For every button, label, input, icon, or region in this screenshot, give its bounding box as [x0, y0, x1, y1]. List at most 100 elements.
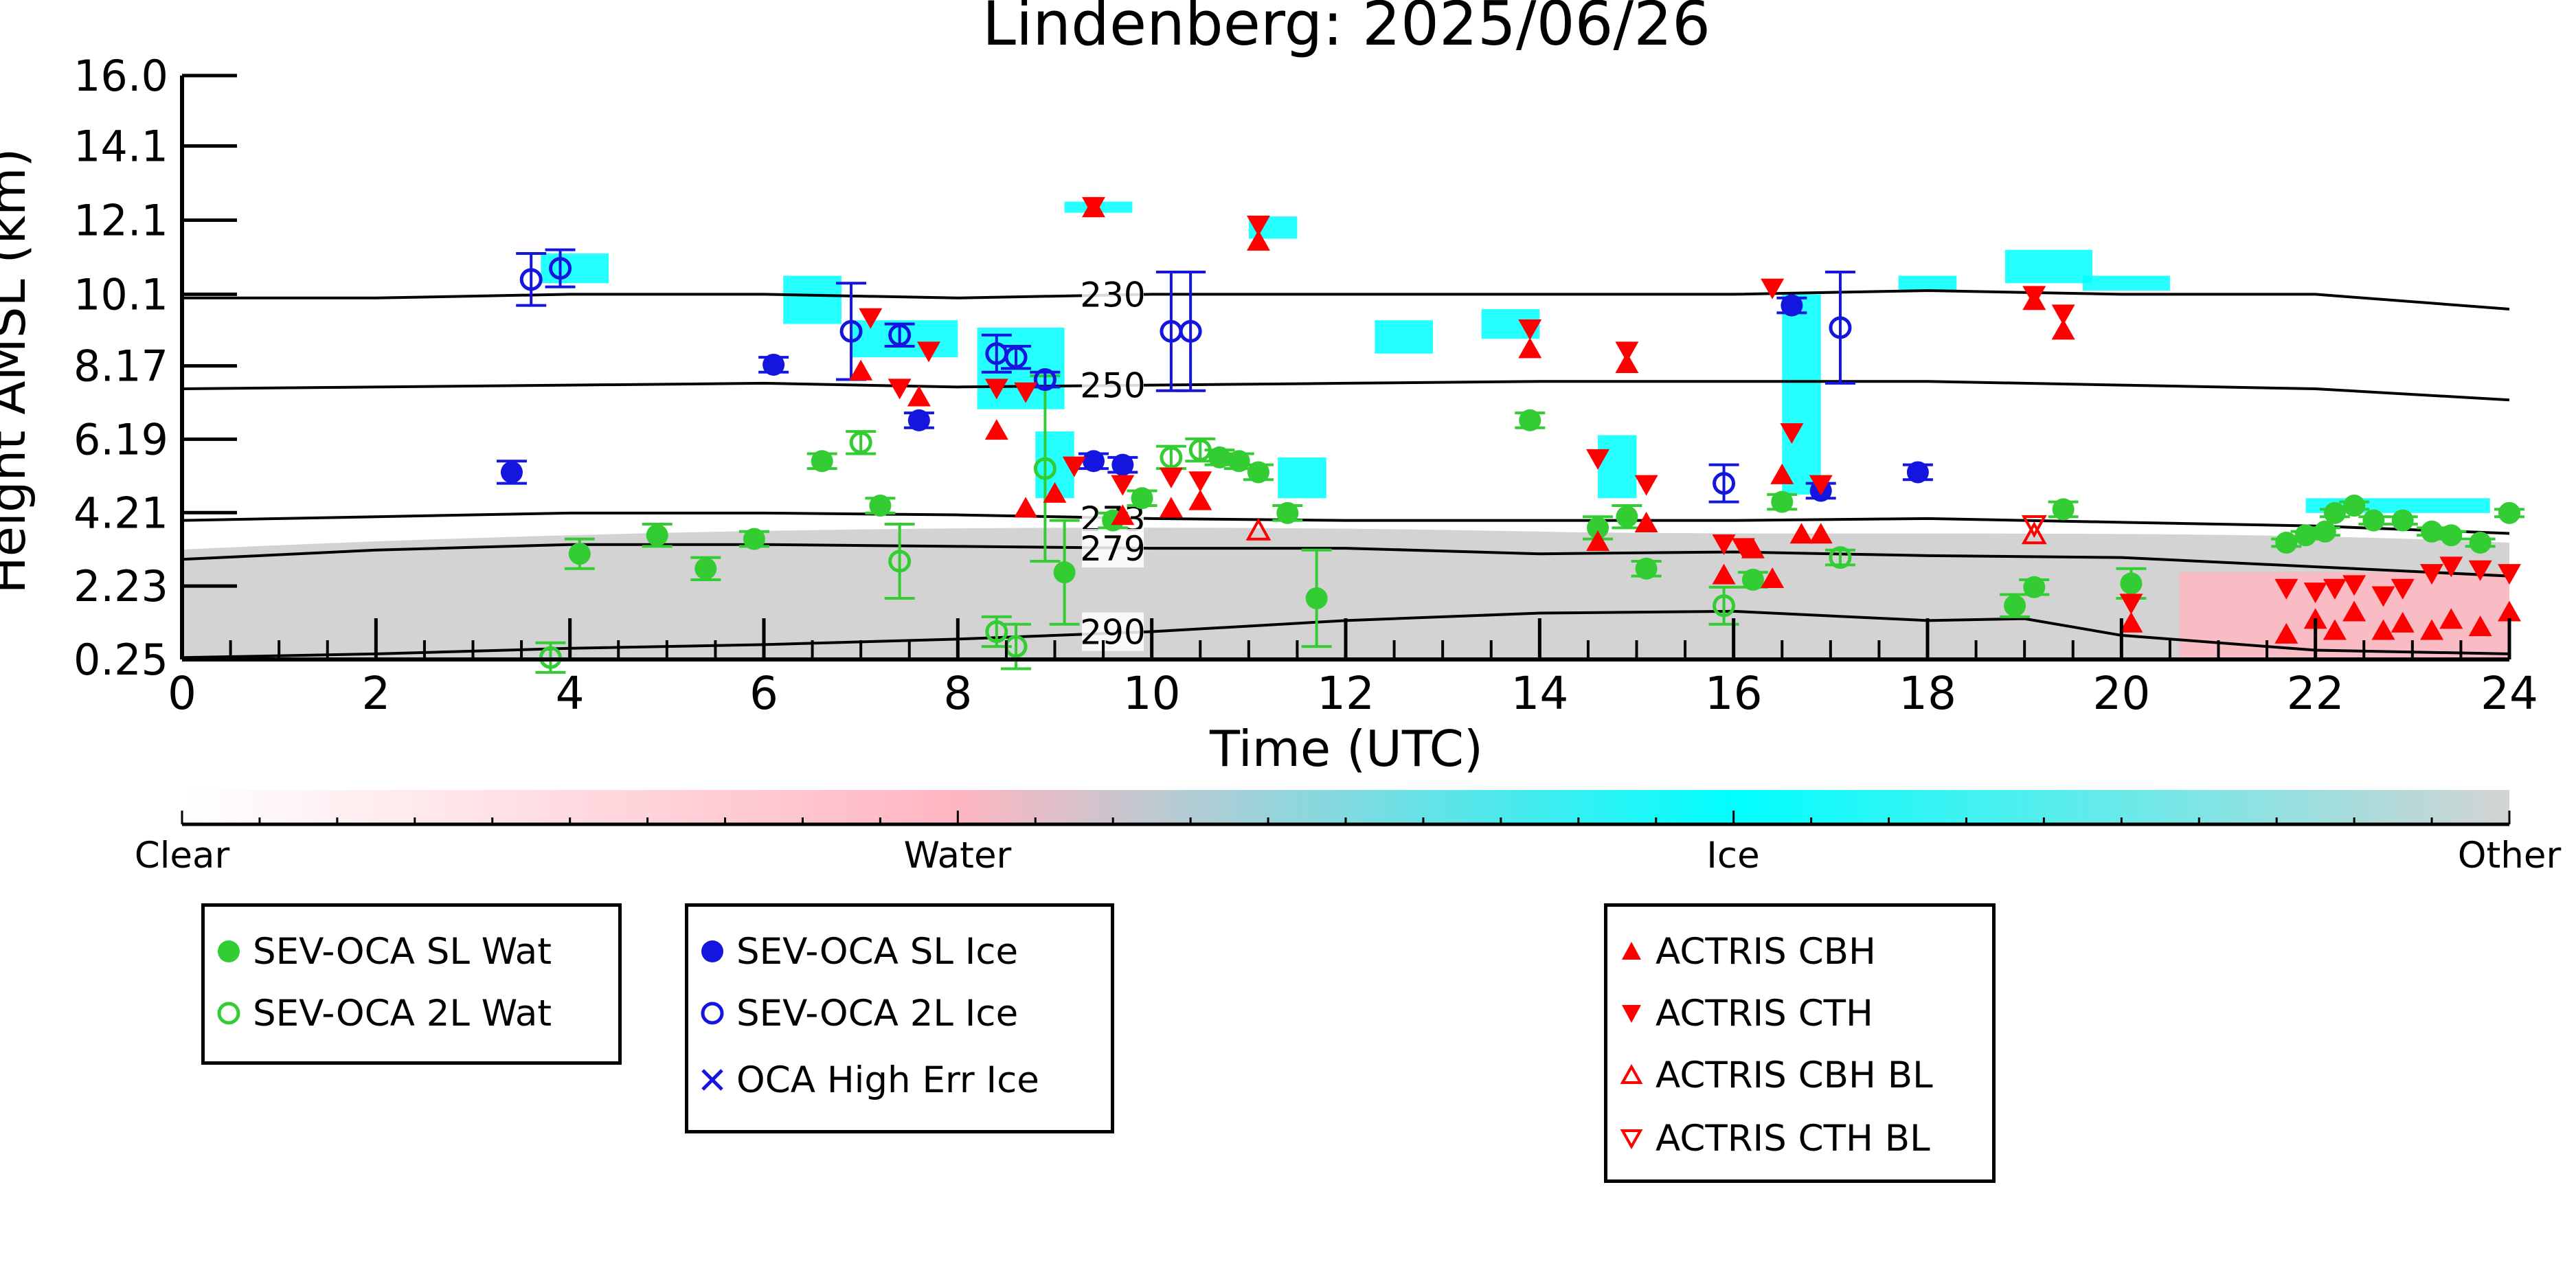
data-point [646, 524, 668, 547]
x-tick-label: 22 [2287, 667, 2345, 720]
data-point [2022, 286, 2046, 307]
data-point [1712, 534, 1736, 555]
open-circle-icon [205, 999, 253, 1027]
data-point [1033, 368, 1057, 392]
data-point [2051, 319, 2075, 340]
data-point [1634, 475, 1658, 496]
colorbar-label-clear: Clear [134, 835, 230, 877]
data-point [2498, 564, 2521, 585]
data-point [1179, 319, 1202, 343]
data-point [2052, 498, 2075, 521]
data-point [1247, 461, 1269, 484]
colorbar-label-other: Other [2457, 835, 2562, 877]
data-point [1111, 504, 1135, 526]
isotherm-273 [181, 511, 2510, 535]
isotherm-230 [182, 289, 2510, 310]
data-point [2439, 608, 2463, 629]
data-point [2440, 524, 2463, 547]
data-point [2021, 521, 2047, 545]
data-point [888, 550, 912, 573]
legend-label: ACTRIS CTH BL [1656, 1117, 1930, 1160]
data-point [2469, 532, 2492, 554]
legend-item-actris-cbh-bl: ACTRIS CBH BL [1607, 1054, 1933, 1096]
data-point [1276, 501, 1299, 524]
data-point [984, 379, 1008, 400]
legend-item-actris-cth-bl: ACTRIS CTH BL [1607, 1117, 1930, 1160]
isotherm-label-bg [1082, 365, 1144, 405]
data-point [1245, 517, 1272, 541]
data-point [2275, 532, 2298, 554]
data-point [869, 495, 892, 517]
error-bar [884, 523, 915, 600]
open-triangle-up-icon [1607, 1061, 1656, 1089]
data-point [1246, 215, 1270, 236]
triangle-down-icon [1607, 999, 1656, 1027]
ice-cloud-patch [2004, 249, 2092, 284]
x-tick-label: 24 [2481, 667, 2538, 720]
data-point [2343, 495, 2366, 517]
data-point [849, 431, 872, 454]
data-point [1587, 517, 1609, 539]
error-bar [1824, 548, 1855, 567]
legend-label: ACTRIS CBH [1656, 930, 1876, 973]
data-point [1081, 196, 1105, 218]
data-point [2342, 575, 2366, 596]
x-axis-label: Time (UTC) [1209, 720, 1483, 778]
x-tick-label: 18 [1899, 667, 1956, 720]
x-tick-label: 2 [361, 667, 390, 720]
legend-label: SEV-OCA SL Ice [736, 930, 1019, 973]
data-point [1014, 382, 1038, 403]
legend-label: OCA High Err Ice [736, 1059, 1039, 1101]
data-point [694, 557, 717, 580]
data-point [1246, 229, 1270, 251]
data-point [1829, 546, 1852, 569]
x-tick-label: 6 [749, 667, 778, 720]
legend-label: SEV-OCA 2L Wat [253, 992, 552, 1035]
data-point [1062, 456, 1086, 477]
data-point [1761, 567, 1785, 588]
data-point [1770, 463, 1794, 484]
data-point [859, 308, 883, 329]
isotherm-290 [181, 609, 2510, 659]
colorbar-label-water: Water [903, 835, 1012, 877]
colorbar-ticks [181, 811, 2511, 824]
error-bar [1175, 271, 1206, 392]
data-point [2371, 619, 2395, 640]
data-point [1906, 461, 1929, 484]
isotherm-label-290: 290 [1080, 613, 1145, 653]
isotherm-279 [181, 543, 2510, 578]
data-point [519, 268, 543, 291]
data-point [1004, 346, 1028, 369]
data-point [1518, 319, 1542, 340]
ice-cloud-patch [1278, 457, 1326, 499]
data-point [1519, 409, 1541, 431]
error-bar [1824, 271, 1855, 385]
data-point [985, 620, 1008, 644]
chart-title: Lindenberg: 2025/06/26 [982, 0, 1710, 59]
x-tick-label: 0 [168, 667, 196, 720]
error-bar [1708, 463, 1739, 504]
x-icon [688, 1066, 736, 1094]
data-point [2498, 600, 2521, 622]
legend-label: ACTRIS CTH [1656, 992, 1873, 1035]
data-point [1771, 490, 1794, 513]
isotherm-label-279: 279 [1080, 529, 1145, 569]
data-point [2021, 515, 2047, 539]
data-point [1615, 341, 1639, 363]
data-point [1809, 523, 1833, 544]
data-point [1131, 487, 1153, 510]
data-point [2323, 578, 2347, 600]
x-tick-label: 4 [556, 667, 585, 720]
data-point [1634, 512, 1658, 533]
data-point [888, 324, 912, 347]
legend-item-actris-cth: ACTRIS CTH [1607, 992, 1873, 1035]
data-point [1761, 278, 1785, 300]
data-point [2303, 583, 2327, 604]
x-tick-label: 16 [1705, 667, 1763, 720]
data-point [2119, 611, 2143, 633]
data-point [1208, 446, 1231, 468]
ice-cloud-patch [1898, 275, 1957, 291]
data-point [2420, 619, 2444, 640]
data-point [2498, 501, 2520, 524]
